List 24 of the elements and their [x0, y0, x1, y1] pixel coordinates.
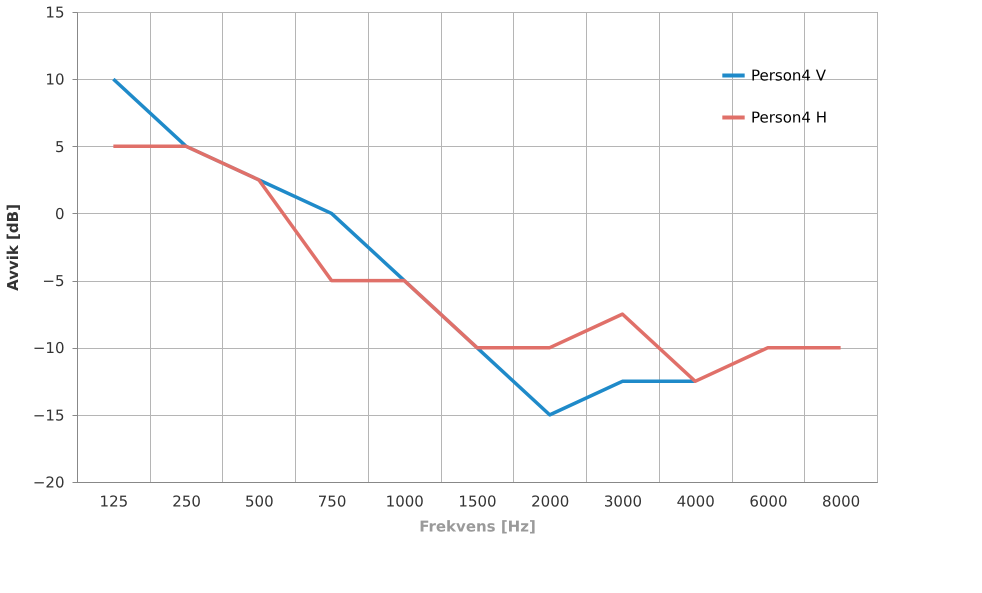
- legend-label: Person4 V: [751, 66, 827, 84]
- y-tick-label: 10: [45, 70, 64, 89]
- x-tick-label: 2000: [531, 492, 570, 510]
- y-tick-label: 15: [45, 4, 64, 22]
- line-series: [112, 144, 842, 384]
- y-tick-label: −10: [32, 339, 64, 358]
- y-tick-label: −5: [42, 272, 64, 290]
- x-tick-label: 250: [172, 492, 201, 510]
- x-tick-label: 1500: [458, 492, 497, 510]
- x-tick-label: 125: [100, 492, 128, 510]
- y-tick-label: −20: [32, 474, 64, 492]
- x-tick-label: 750: [318, 492, 346, 510]
- x-tick-label: 4000: [676, 492, 715, 510]
- y-axis-title: Avvik [dB]: [4, 204, 22, 291]
- x-tick-label: 1000: [386, 492, 424, 510]
- x-tick-label: 6000: [749, 492, 788, 510]
- x-axis-title: Frekvens [Hz]: [419, 518, 536, 536]
- x-tick-label: 500: [245, 492, 274, 510]
- y-tick-label: 0: [54, 204, 64, 223]
- legend-label: Person4 H: [751, 108, 827, 126]
- y-tick-label: −15: [32, 406, 64, 424]
- x-tick-label: 8000: [822, 492, 860, 510]
- y-tick-label: 5: [54, 138, 64, 156]
- x-tick-label: 3000: [604, 492, 642, 510]
